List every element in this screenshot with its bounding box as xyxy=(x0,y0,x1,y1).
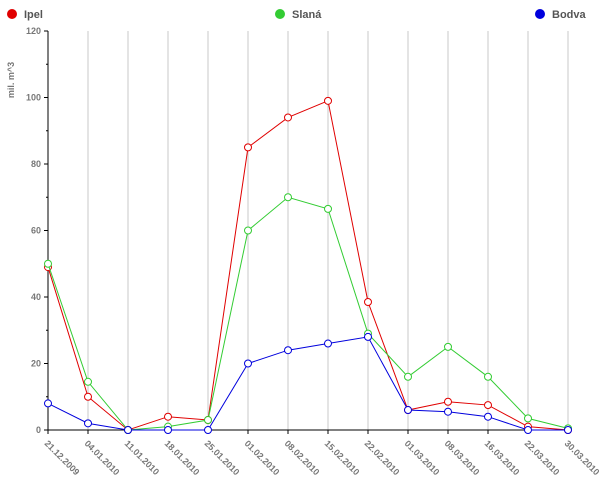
x-tick-label: 01.03.2010 xyxy=(403,438,442,477)
y-tick-label: 120 xyxy=(26,26,41,36)
x-tick-label: 16.03.2010 xyxy=(483,438,522,477)
data-point xyxy=(444,397,452,406)
y-axis-label: mil. m^3 xyxy=(6,62,16,98)
y-tick-label: 0 xyxy=(36,425,41,435)
x-tick-label: 01.02.2010 xyxy=(243,438,282,477)
series-line xyxy=(47,196,569,431)
data-point xyxy=(324,204,332,213)
y-tick-label: 100 xyxy=(26,93,41,103)
data-point xyxy=(444,342,452,351)
y-tick-label: 20 xyxy=(31,359,41,369)
data-point xyxy=(244,226,252,235)
data-point xyxy=(324,96,332,105)
x-tick-label: 04.01.2010 xyxy=(83,438,122,477)
x-tick-label: 22.03.2010 xyxy=(523,438,562,477)
x-tick-label: 08.02.2010 xyxy=(283,438,322,477)
data-point xyxy=(204,426,212,434)
data-point xyxy=(484,401,492,410)
data-point xyxy=(364,297,372,306)
x-tick-label: 08.03.2010 xyxy=(443,438,482,477)
data-point xyxy=(164,426,172,434)
data-point xyxy=(524,414,532,423)
legend-label: Bodva xyxy=(552,9,587,21)
legend-label: Ipel xyxy=(24,9,43,21)
series-line xyxy=(47,100,569,431)
data-point xyxy=(164,412,172,421)
data-point xyxy=(284,113,292,122)
series-line xyxy=(47,336,568,431)
data-point xyxy=(284,346,292,355)
legend-marker xyxy=(7,9,17,19)
data-point xyxy=(524,426,532,434)
x-tick-label: 30.03.2010 xyxy=(563,438,600,477)
y-tick-label: 40 xyxy=(31,292,41,302)
data-point xyxy=(124,426,132,434)
y-tick-label: 60 xyxy=(31,226,41,236)
data-point xyxy=(244,143,252,152)
x-tick-label: 25.01.2010 xyxy=(203,438,242,477)
data-point xyxy=(444,407,452,416)
x-tick-label: 18.01.2010 xyxy=(163,438,202,477)
data-point xyxy=(404,372,412,381)
data-point xyxy=(84,419,92,428)
y-tick-label: 80 xyxy=(31,159,41,169)
legend-marker xyxy=(275,9,285,19)
data-point xyxy=(484,412,492,421)
x-tick-label: 21.12.2009 xyxy=(43,438,82,477)
data-point xyxy=(244,359,252,368)
data-point xyxy=(364,332,372,341)
data-point xyxy=(284,193,292,202)
data-point xyxy=(204,416,212,425)
legend-marker xyxy=(535,9,545,19)
data-point xyxy=(324,339,332,348)
data-point xyxy=(484,372,492,381)
data-point xyxy=(44,399,52,408)
x-tick-label: 15.02.2010 xyxy=(323,438,362,477)
x-tick-label: 22.02.2010 xyxy=(363,438,402,477)
legend-label: Slaná xyxy=(292,9,322,21)
data-point xyxy=(84,377,92,386)
data-point xyxy=(564,426,572,434)
x-tick-label: 11.01.2010 xyxy=(123,438,162,477)
data-point xyxy=(44,259,52,268)
data-point xyxy=(404,406,412,415)
data-point xyxy=(84,392,92,401)
